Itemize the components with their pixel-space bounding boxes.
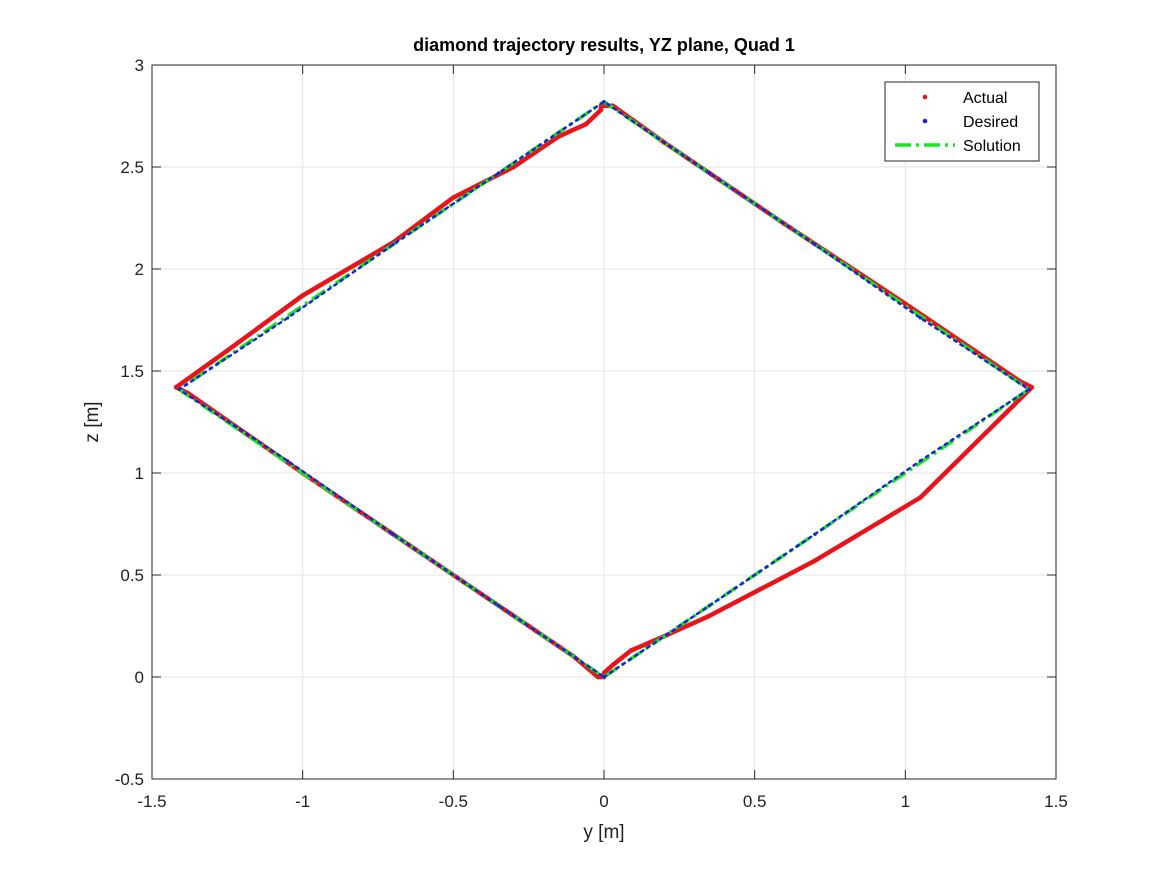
actual-point <box>225 348 230 353</box>
y-tick-label: -0.5 <box>115 770 144 789</box>
x-axis-label: y [m] <box>583 822 624 843</box>
x-tick-label: -0.5 <box>439 792 468 811</box>
actual-point <box>918 495 923 500</box>
series-desired <box>177 100 1031 679</box>
legend-marker <box>922 94 928 100</box>
desired-point <box>707 604 712 608</box>
x-tick-label: 0 <box>599 792 608 811</box>
actual-point <box>1029 385 1035 390</box>
y-tick-label: 3 <box>135 56 144 75</box>
legend-item-solution: Solution <box>895 138 1021 155</box>
actual-point <box>595 674 601 680</box>
desired-point <box>286 316 290 320</box>
legend: Actual Desired Solution <box>884 81 1040 162</box>
legend-box <box>884 81 1040 162</box>
actual-point <box>601 670 607 676</box>
desired-point <box>602 675 606 679</box>
desired-point <box>918 316 923 320</box>
desired-point <box>813 242 817 247</box>
chart-title: diamond trajectory results, YZ plane, Qu… <box>413 35 795 55</box>
actual-point <box>511 164 516 170</box>
y-tick-label: 0 <box>135 668 144 687</box>
actual-point <box>300 293 305 298</box>
y-tick-label: 1 <box>135 464 144 483</box>
x-tick-label: 0.5 <box>743 792 767 811</box>
actual-point <box>707 613 712 619</box>
legend-marker <box>922 118 928 124</box>
data-series <box>173 99 1035 680</box>
legend-label: Desired <box>963 114 1018 131</box>
desired-point <box>177 387 181 391</box>
actual-point <box>173 385 179 390</box>
desired-point <box>813 532 817 536</box>
actual-point <box>598 107 604 113</box>
y-tick-label: 1.5 <box>120 362 144 381</box>
x-tick-label: -1 <box>295 792 310 811</box>
y-tick-label: 0.5 <box>120 566 144 585</box>
desired-point <box>391 242 395 247</box>
legend-item-desired: Desired <box>922 114 1018 131</box>
actual-point <box>628 648 634 653</box>
legend-label: Solution <box>963 138 1021 155</box>
desired-point <box>1027 387 1031 391</box>
actual-point <box>812 558 818 564</box>
actual-point <box>583 121 589 127</box>
legend-label: Actual <box>963 90 1007 107</box>
desired-point <box>391 532 395 536</box>
desired-point <box>286 459 290 463</box>
desired-point <box>602 100 606 104</box>
y-tick-label: 2.5 <box>120 158 144 177</box>
desired-point <box>918 459 923 463</box>
legend-item-actual: Actual <box>922 90 1007 107</box>
axis-ticks: -1.5 -1 -0.5 0 0.5 1 1.5 -0.5 0 0.5 1 1.5 2 2.5 3 <box>115 56 1068 811</box>
x-tick-label: 1 <box>901 792 910 811</box>
desired-point <box>496 171 501 175</box>
actual-point <box>610 662 616 668</box>
desired-point <box>496 604 501 608</box>
actual-point <box>556 134 562 139</box>
y-axis-label: z [m] <box>82 401 103 442</box>
x-tick-label: -1.5 <box>137 792 166 811</box>
actual-point <box>451 195 456 200</box>
y-tick-label: 2 <box>135 260 144 279</box>
x-tick-label: 1.5 <box>1044 792 1068 811</box>
desired-point <box>707 171 712 175</box>
